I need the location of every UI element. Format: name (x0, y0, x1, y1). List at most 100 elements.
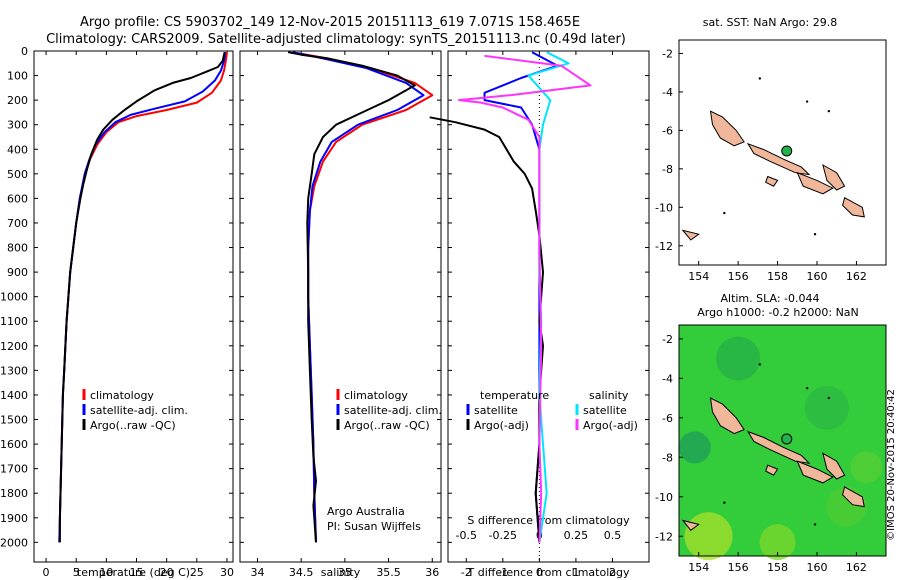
lat-tick-label: -2 (662, 333, 673, 346)
legend-label: Argo(..raw -QC) (344, 419, 430, 432)
x-tick-label: 15 (130, 566, 144, 579)
reef-dot (805, 100, 809, 103)
x-tick-label: 34.5 (289, 566, 314, 579)
depth-tick-label: 1800 (0, 487, 28, 500)
island (822, 452, 846, 480)
map2-title-line1: Altim. SLA: -0.044 (720, 292, 819, 305)
panel-frame (239, 50, 442, 563)
depth-tick-label: 1200 (0, 340, 28, 353)
depth-tick-label: 1700 (0, 463, 28, 476)
series-line-2 (287, 51, 416, 543)
island (842, 486, 865, 508)
series-line-2 (527, 51, 570, 543)
x-axis-label: temperature (deg C) (77, 566, 190, 579)
lat-tick-label: -4 (662, 372, 673, 385)
series-line-0 (58, 52, 228, 543)
lat-tick-label: -2 (662, 47, 673, 60)
depth-tick-label: 600 (7, 192, 28, 205)
lon-tick-label: 162 (846, 270, 867, 283)
series-line-0 (483, 51, 559, 543)
reef-dot (827, 109, 831, 113)
lat-tick-label: -8 (662, 163, 673, 176)
legend-label: climatology (344, 389, 408, 402)
island (842, 196, 865, 218)
depth-tick-label: 700 (7, 217, 28, 230)
sla-blob (804, 385, 849, 430)
island (765, 175, 779, 187)
sst-map: 154 156 158 160 162 -2 -4 -6 -8 -10 -12 (655, 39, 887, 283)
x-axis-label: salinity (321, 566, 361, 579)
island (709, 110, 745, 147)
lon-tick-label: 154 (688, 561, 709, 574)
island (681, 229, 700, 241)
profile-panel-0: 0100200300400500600700800900100011001200… (0, 45, 234, 579)
reef-dot (723, 501, 726, 504)
x-tick-label: 5 (73, 566, 80, 579)
legend-label: Argo(-adj) (474, 419, 529, 432)
legend-label: satellite (583, 404, 627, 417)
x-tick-label: 34 (250, 566, 264, 579)
top-axis-label: S difference from climatology (467, 514, 630, 527)
salinity-diff-tick-label: -0.5 (456, 529, 477, 542)
sla-map: 154 156 158 160 162 -2 -4 -6 -8 -10 -12 (655, 324, 887, 574)
lon-tick-label: 158 (767, 270, 788, 283)
sla-blob (684, 512, 733, 561)
lon-tick-label: 158 (767, 561, 788, 574)
legend-label: satellite-adj. clim. (344, 404, 442, 417)
x-tick-label: -1 (497, 566, 508, 579)
lon-tick-label: 160 (807, 270, 828, 283)
panel-frame (33, 50, 234, 563)
legend-label: climatology (90, 389, 154, 402)
profile-panel-2: -2 -1 0 1 2T difference from climatology S di… (429, 50, 650, 579)
legend-label: temperature (480, 389, 549, 402)
series-line-1 (292, 51, 425, 543)
x-tick-label: 10 (99, 566, 113, 579)
island (746, 142, 811, 176)
argo-location-marker (781, 145, 793, 157)
reef-dot (758, 363, 762, 366)
x-tick-label: 20 (160, 566, 174, 579)
depth-tick-label: 100 (7, 70, 28, 83)
depth-tick-label: 1300 (0, 364, 28, 377)
depth-tick-label: 1900 (0, 512, 28, 525)
pi-annotation: Argo Australia (327, 505, 405, 518)
x-tick-label: 25 (190, 566, 204, 579)
lat-tick-label: -10 (655, 201, 673, 214)
lon-tick-label: 156 (728, 270, 749, 283)
legend-label: satellite-adj. clim. (90, 404, 188, 417)
salinity-diff-tick-label: -0.25 (489, 529, 517, 542)
depth-tick-label: 1600 (0, 438, 28, 451)
sla-blob (716, 336, 761, 381)
series-line-1 (58, 52, 227, 543)
island (746, 430, 811, 464)
depth-tick-label: 800 (7, 242, 28, 255)
reef-dot (827, 396, 831, 400)
depth-tick-label: 2000 (0, 536, 28, 549)
series-line-2 (58, 51, 226, 543)
lon-tick-label: 160 (807, 561, 828, 574)
panel-frame (447, 50, 650, 563)
x-axis-label: T difference from climatology (467, 566, 630, 579)
sla-blob (850, 451, 883, 484)
depth-tick-label: 0 (21, 45, 28, 58)
x-tick-label: 0 (536, 566, 543, 579)
lon-tick-label: 162 (846, 561, 867, 574)
island (822, 163, 846, 191)
reef-dot (758, 77, 762, 80)
argo-location-marker (781, 433, 793, 445)
pi-annotation: PI: Susan Wijffels (327, 520, 421, 533)
x-tick-label: 30 (220, 566, 234, 579)
x-tick-label: 35.5 (376, 566, 401, 579)
island (796, 460, 834, 484)
island (796, 171, 834, 195)
sla-blob (678, 431, 711, 464)
series-line-1 (429, 116, 544, 543)
depth-tick-label: 1400 (0, 389, 28, 402)
island (709, 397, 745, 435)
island (765, 464, 779, 476)
x-tick-label: 1 (572, 566, 579, 579)
reef-dot (813, 233, 817, 236)
lat-tick-label: -8 (662, 451, 673, 464)
x-tick-label: 36 (425, 566, 439, 579)
